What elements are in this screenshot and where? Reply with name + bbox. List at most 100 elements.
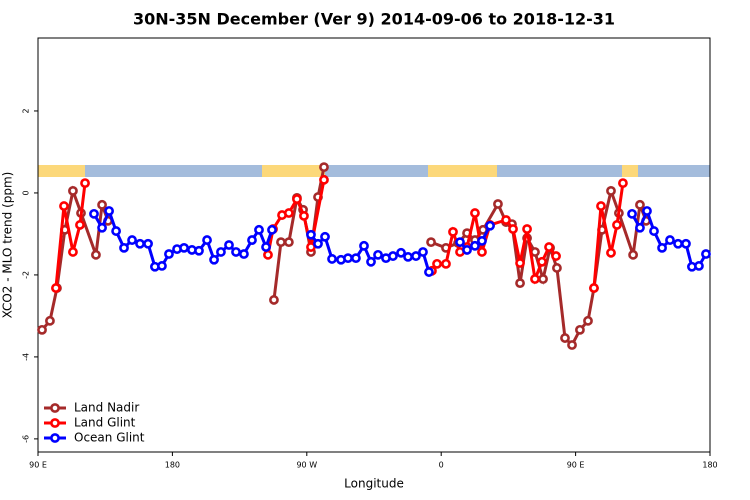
point: [319, 174, 329, 185]
point: [537, 256, 547, 267]
x-tick-label: 90 W: [296, 461, 317, 470]
point: [560, 333, 570, 343]
point: [97, 222, 107, 233]
point: [91, 249, 101, 260]
legend-marker: [50, 418, 60, 428]
point: [448, 226, 458, 237]
point: [589, 283, 599, 293]
point: [552, 263, 562, 273]
point: [583, 315, 593, 326]
point: [538, 274, 548, 284]
land-band: [622, 165, 638, 177]
legend-label: Land Nadir: [74, 401, 139, 415]
point: [544, 242, 554, 252]
point: [135, 238, 145, 249]
point: [119, 242, 129, 253]
point: [470, 208, 480, 218]
point: [247, 235, 257, 245]
point: [596, 201, 606, 211]
point: [299, 210, 309, 221]
legend-label: Land Glint: [74, 416, 136, 430]
point: [143, 238, 153, 249]
point: [319, 162, 329, 173]
x-tick-label: 90 E: [29, 461, 47, 470]
plot-frame: [37, 37, 711, 453]
point: [59, 201, 69, 211]
point: [202, 235, 212, 245]
legend-label: Ocean Glint: [74, 431, 145, 445]
land-band: [38, 165, 85, 177]
point: [657, 242, 667, 253]
point: [567, 340, 577, 350]
point: [97, 199, 107, 210]
point: [351, 253, 361, 264]
point: [515, 278, 525, 289]
surface-strip: [38, 165, 710, 177]
point: [157, 261, 167, 271]
point: [343, 253, 353, 264]
legend-marker: [50, 403, 60, 413]
point: [179, 242, 189, 253]
series-line: [54, 179, 625, 289]
point: [694, 261, 704, 271]
point: [104, 206, 114, 216]
point: [606, 185, 616, 196]
point: [441, 258, 451, 269]
point: [267, 224, 277, 235]
ocean-band: [38, 165, 710, 177]
y-tick-label: -2: [22, 271, 31, 279]
point: [396, 247, 406, 258]
land-band: [262, 165, 325, 177]
point: [216, 247, 226, 257]
y-tick-label: 2: [22, 108, 31, 113]
chart-title: 30N-35N December (Ver 9) 2014-09-06 to 2…: [133, 10, 615, 29]
point: [276, 237, 286, 248]
point: [606, 247, 616, 258]
point: [45, 315, 55, 326]
point: [231, 247, 241, 257]
point: [403, 251, 413, 262]
point: [551, 251, 561, 261]
point: [681, 238, 691, 249]
point: [269, 295, 279, 305]
legend-marker: [50, 433, 60, 443]
point: [485, 220, 495, 231]
point: [470, 240, 480, 251]
point: [37, 324, 47, 335]
point: [530, 274, 540, 284]
point: [366, 256, 376, 267]
point: [164, 249, 174, 259]
series: [51, 174, 628, 293]
point: [426, 237, 436, 248]
point: [462, 245, 472, 255]
point: [327, 254, 337, 264]
point: [493, 199, 503, 209]
point: [75, 220, 85, 230]
point: [522, 224, 532, 234]
point: [649, 226, 659, 236]
point: [635, 199, 645, 210]
point: [80, 178, 90, 189]
point: [68, 185, 78, 196]
point: [127, 235, 137, 245]
point: [575, 324, 585, 335]
x-tick-label: 90 E: [567, 461, 585, 470]
point: [673, 238, 683, 249]
point: [388, 251, 398, 261]
point: [261, 242, 271, 252]
point: [628, 249, 638, 260]
y-tick-label: -4: [22, 353, 31, 361]
point: [51, 283, 61, 293]
x-axis-label: Longitude: [344, 477, 404, 491]
point: [239, 249, 249, 259]
point: [68, 247, 78, 257]
y-tick-label: -6: [22, 435, 31, 443]
point: [194, 245, 204, 256]
point: [283, 208, 294, 218]
point: [89, 208, 99, 219]
point: [359, 240, 369, 251]
point: [254, 224, 264, 235]
